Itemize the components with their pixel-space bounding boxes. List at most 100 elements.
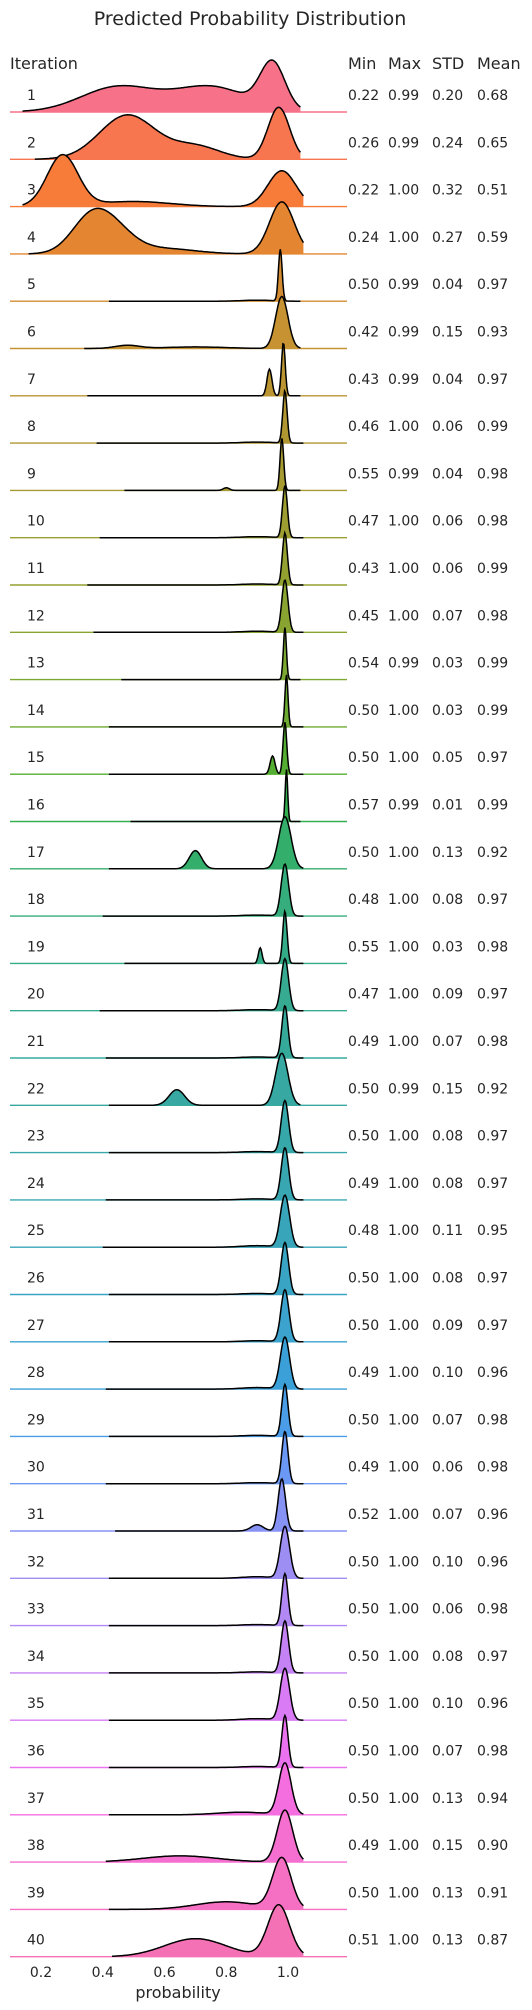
stat-max: 1.00 <box>388 1365 419 1381</box>
stat-mean: 0.97 <box>477 277 508 293</box>
stat-mean: 0.98 <box>477 1034 508 1050</box>
ridge-density <box>130 769 301 822</box>
stat-min: 0.50 <box>348 1412 379 1428</box>
stat-min: 0.49 <box>348 1838 379 1854</box>
std-header: STD <box>432 54 464 73</box>
stat-std: 0.20 <box>432 88 463 104</box>
iteration-label: 34 <box>27 1649 45 1665</box>
iteration-label: 32 <box>27 1554 45 1570</box>
stat-std: 0.03 <box>432 656 463 672</box>
stat-min: 0.22 <box>348 88 379 104</box>
stat-std: 0.07 <box>432 608 463 624</box>
x-tick-label: 0.4 <box>92 1965 114 1981</box>
stat-mean: 0.96 <box>477 1507 508 1523</box>
stat-min: 0.52 <box>348 1507 379 1523</box>
iteration-label: 18 <box>27 892 45 908</box>
stat-min: 0.50 <box>348 1696 379 1712</box>
ridge-density <box>105 1431 304 1484</box>
iteration-label: 9 <box>27 466 36 482</box>
stat-max: 1.00 <box>388 608 419 624</box>
ridge-outline <box>108 1713 304 1769</box>
stat-min: 0.43 <box>348 372 379 388</box>
ridge-row: 23 0.50 1.00 0.08 0.97 <box>10 1099 508 1154</box>
stat-mean: 0.99 <box>477 656 508 672</box>
stat-max: 1.00 <box>388 1649 419 1665</box>
stat-min: 0.55 <box>348 939 379 955</box>
stat-std: 0.05 <box>432 750 463 766</box>
ridge-density <box>108 1762 304 1815</box>
stat-min: 0.50 <box>348 750 379 766</box>
stat-mean: 0.65 <box>477 135 508 151</box>
ridge-row: 16 0.57 0.99 0.01 0.99 <box>10 769 508 823</box>
ridge-outline <box>108 1619 304 1674</box>
ridge-outline <box>87 530 304 586</box>
ridge-row: 17 0.50 1.00 0.13 0.92 <box>10 815 508 870</box>
ridge-row: 12 0.45 1.00 0.07 0.98 <box>10 579 508 634</box>
stat-mean: 0.95 <box>477 1223 508 1239</box>
stat-mean: 0.98 <box>477 1602 508 1618</box>
ridge-outline <box>115 1477 304 1532</box>
iteration-label: 29 <box>27 1412 45 1428</box>
stat-std: 0.07 <box>432 1507 463 1523</box>
ridge-row: 24 0.49 1.00 0.08 0.97 <box>10 1146 508 1201</box>
stat-mean: 0.98 <box>477 939 508 955</box>
stat-std: 0.07 <box>432 1744 463 1760</box>
ridge-row: 19 0.55 1.00 0.03 0.98 <box>10 908 508 965</box>
stat-mean: 0.96 <box>477 1365 508 1381</box>
iteration-label: 14 <box>27 703 45 719</box>
stat-std: 0.24 <box>432 135 463 151</box>
ridge-outline <box>124 908 304 965</box>
ridge-outline <box>102 862 304 917</box>
ridge-outline <box>105 1336 304 1390</box>
iteration-label: 21 <box>27 1034 45 1050</box>
ridge-density <box>102 1195 304 1248</box>
stat-max: 1.00 <box>388 230 419 246</box>
stat-mean: 0.98 <box>477 1744 508 1760</box>
stat-max: 1.00 <box>388 1507 419 1523</box>
ridge-outline <box>22 153 304 208</box>
stat-mean: 0.97 <box>477 1318 508 1334</box>
stat-std: 0.13 <box>432 1791 463 1807</box>
stat-max: 1.00 <box>388 1838 419 1854</box>
stat-min: 0.48 <box>348 892 379 908</box>
ridge-row: 21 0.49 1.00 0.07 0.98 <box>10 1004 508 1059</box>
iteration-label: 39 <box>27 1885 45 1901</box>
ridge-outline <box>22 59 301 112</box>
stat-max: 1.00 <box>388 939 419 955</box>
stat-std: 0.15 <box>432 325 463 341</box>
stat-max: 0.99 <box>388 466 419 482</box>
ridge-row: 26 0.50 1.00 0.08 0.97 <box>10 1241 508 1296</box>
iteration-label: 33 <box>27 1602 45 1618</box>
stat-max: 1.00 <box>388 1554 419 1570</box>
ridge-density <box>108 1526 304 1579</box>
stat-min: 0.55 <box>348 466 379 482</box>
stat-mean: 0.93 <box>477 325 508 341</box>
ridge-outline <box>105 1809 304 1863</box>
ridge-row: 5 0.50 0.99 0.04 0.97 <box>10 249 508 302</box>
stat-std: 0.10 <box>432 1365 463 1381</box>
stat-mean: 0.97 <box>477 372 508 388</box>
stat-std: 0.15 <box>432 1081 463 1097</box>
ridge-outline <box>108 1052 301 1107</box>
stat-std: 0.03 <box>432 703 463 719</box>
ridge-density <box>108 1573 304 1626</box>
ridge-outline <box>96 388 304 444</box>
stat-min: 0.50 <box>348 1129 379 1145</box>
ridge-outline <box>93 579 304 634</box>
iteration-label: 28 <box>27 1365 45 1381</box>
iteration-label: 8 <box>27 419 36 435</box>
ridge-outline <box>28 201 305 255</box>
ridge-density <box>108 1620 304 1673</box>
stat-max: 0.99 <box>388 325 419 341</box>
iteration-label: 27 <box>27 1318 45 1334</box>
stat-std: 0.08 <box>432 1271 463 1287</box>
iteration-label: 23 <box>27 1129 45 1145</box>
stat-std: 0.13 <box>432 1885 463 1901</box>
stat-min: 0.50 <box>348 845 379 861</box>
stat-max: 0.99 <box>388 372 419 388</box>
iteration-header: Iteration <box>10 54 78 73</box>
ridge-density <box>99 485 304 538</box>
iteration-label: 2 <box>27 135 36 151</box>
ridge-density <box>105 1147 304 1200</box>
stat-std: 0.06 <box>432 561 463 577</box>
